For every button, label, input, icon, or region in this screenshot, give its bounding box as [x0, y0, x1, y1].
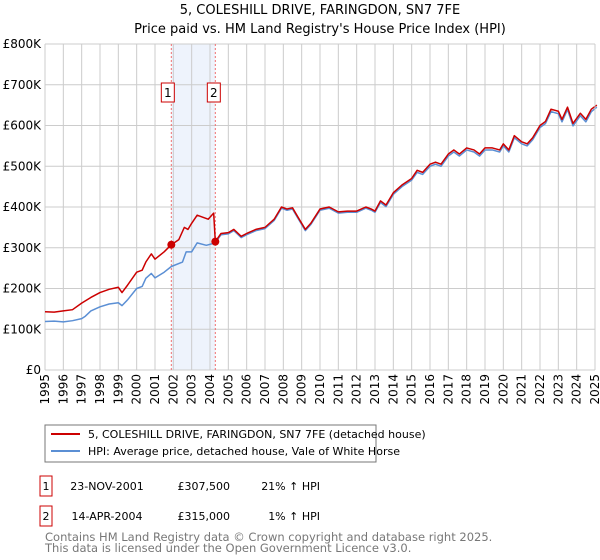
plot-area: 1995 1996 1997 1998 1999 2000 2001 2002 2003 2004…	[3, 37, 600, 405]
x-tick-label: 2007	[258, 374, 272, 405]
y-tick-label: £500K	[3, 159, 43, 173]
x-tick-label: 2023	[551, 374, 565, 405]
sale-date: 14-APR-2004	[71, 510, 142, 523]
x-tick-label: 2020	[496, 374, 510, 405]
sale-label-box	[160, 82, 175, 103]
x-tick-label: 2004	[203, 374, 217, 405]
x-tick-label: 2021	[515, 374, 529, 405]
x-tick-label: 2001	[148, 374, 162, 405]
y-tick-label: £200K	[3, 282, 43, 296]
x-tick-label: 1999	[111, 374, 125, 405]
y-tick-label: £600K	[3, 119, 43, 133]
x-tick-label: 2000	[130, 374, 144, 405]
chart-title: 5, COLESHILL DRIVE, FARINGDON, SN7 7FE	[180, 3, 460, 18]
y-tick-label: £700K	[3, 78, 43, 92]
legend-label-price: 5, COLESHILL DRIVE, FARINGDON, SN7 7FE (…	[88, 428, 426, 441]
x-tick-label: 2010	[313, 374, 327, 405]
x-tick-label: 1997	[75, 374, 89, 405]
sale-point	[167, 240, 176, 249]
legend-label-hpi: HPI: Average price, detached house, Vale…	[88, 445, 400, 458]
hpi-series-line	[44, 106, 598, 323]
x-tick-label: 2025	[588, 374, 600, 405]
x-tick-label: 2006	[240, 374, 254, 405]
sale-hpi-diff: 21% ↑ HPI	[261, 480, 320, 493]
x-tick-label: 2014	[386, 374, 400, 405]
sale-date: 23-NOV-2001	[70, 480, 144, 493]
y-tick-label: £400K	[3, 200, 43, 214]
x-tick-label: 2022	[533, 374, 547, 405]
legend-box	[44, 424, 377, 463]
sale-number-box	[39, 475, 53, 497]
legend: 5, COLESHILL DRIVE, FARINGDON, SN7 7FE (…	[44, 424, 426, 463]
x-tick-label: 2005	[221, 374, 235, 405]
sale-number: 2	[43, 510, 50, 523]
footer-licence: This data is licensed under the Open Gov…	[44, 541, 411, 555]
x-tick-label: 2019	[478, 374, 492, 405]
x-tick-label: 2013	[368, 374, 382, 405]
sale-price: £315,000	[178, 510, 231, 523]
y-tick-label: £300K	[3, 241, 43, 255]
sale-hpi-diff: 1% ↑ HPI	[268, 510, 320, 523]
footer-copyright: Contains HM Land Registry data © Crown c…	[45, 530, 492, 544]
x-tick-label: 2008	[276, 374, 290, 405]
x-tick-label: 2011	[331, 374, 345, 405]
x-tick-label: 2009	[295, 374, 309, 405]
sale-label-box	[206, 82, 221, 103]
chart-subtitle: Price paid vs. HM Land Registry's House …	[134, 22, 506, 37]
y-tick-label: £800K	[3, 37, 43, 51]
x-tick-label: 1996	[56, 374, 70, 405]
y-tick-label: £100K	[3, 322, 43, 336]
sale-point	[211, 237, 220, 246]
sales-table-row: 1 23-NOV-2001 £307,500 21% ↑ HPI	[39, 475, 320, 497]
x-tick-label: 2002	[166, 374, 180, 405]
sale-price: £307,500	[178, 480, 231, 493]
x-tick-label: 2015	[405, 374, 419, 405]
sale-number-box	[39, 505, 53, 527]
x-tick-label: 2018	[460, 374, 474, 405]
sale-number: 1	[43, 480, 50, 493]
price-series-line	[44, 104, 598, 313]
x-tick-label: 2016	[423, 374, 437, 405]
x-tick-label: 2012	[350, 374, 364, 405]
x-tick-label: 1998	[93, 374, 107, 405]
y-tick-label: £0	[26, 363, 41, 377]
x-tick-label: 2024	[570, 374, 584, 405]
sales-table-row: 2 14-APR-2004 £315,000 1% ↑ HPI	[39, 505, 320, 527]
sale-label: 2	[210, 86, 218, 100]
x-tick-label: 2003	[185, 374, 199, 405]
x-tick-label: 1995	[38, 374, 52, 405]
sale-label: 1	[164, 86, 172, 100]
x-tick-label: 2017	[441, 374, 455, 405]
